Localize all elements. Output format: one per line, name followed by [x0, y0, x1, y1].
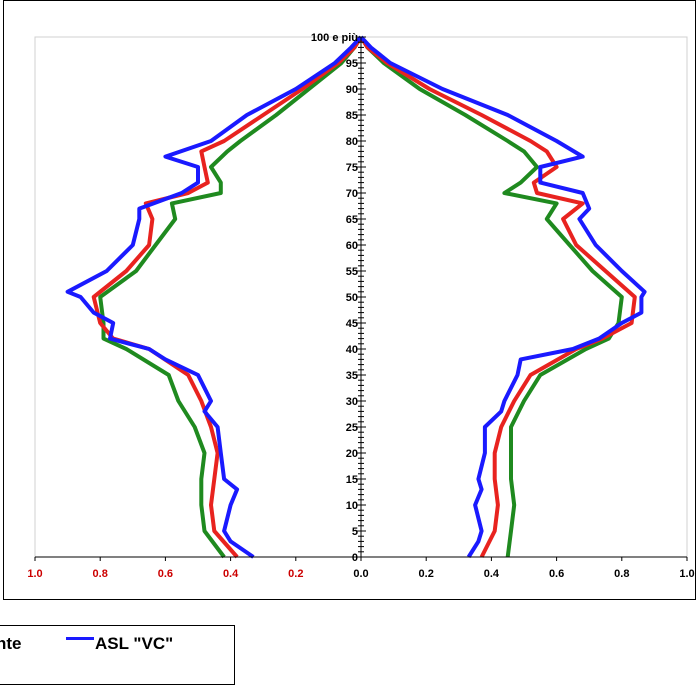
- y-tick-label: 35: [346, 370, 358, 382]
- y-tick-label: 80: [346, 136, 358, 148]
- y-tick-label: 40: [346, 344, 358, 356]
- y-tick-label: 100 e più: [311, 32, 358, 44]
- y-tick-label: 30: [346, 396, 358, 408]
- x-tick-label-left: 0.2: [288, 568, 303, 580]
- x-tick-label-left: 0.8: [93, 568, 108, 580]
- y-tick-label: 15: [346, 474, 358, 486]
- y-tick-label: 95: [346, 58, 358, 70]
- y-tick-label: 55: [346, 266, 358, 278]
- x-tick-label-right: 0.6: [549, 568, 564, 580]
- x-tick-label-right: 0.2: [419, 568, 434, 580]
- chart-frame: 0 5 10 15 20 25 30 35 40 45 50 55 60 65 70 75 80 85 90 95 10…: [3, 0, 696, 600]
- legend-item-label: ASL "VC": [95, 634, 174, 653]
- y-tick-label: 10: [346, 500, 358, 512]
- x-tick-label-left: 1.0: [27, 568, 42, 580]
- y-tick-label: 85: [346, 110, 358, 122]
- population-pyramid-chart: 0 5 10 15 20 25 30 35 40 45 50 55 60 65 70 75 80 85 90 95 10…: [27, 32, 694, 580]
- y-tick-label: 70: [346, 188, 358, 200]
- legend: nte ASL "VC": [0, 625, 235, 685]
- x-tick-label-left: 0.6: [158, 568, 173, 580]
- x-tick-label-right: 0.4: [484, 568, 500, 580]
- axis-layer: 0 5 10 15 20 25 30 35 40 45 50 55 60 65 70 75 80 85 90 95 10…: [27, 32, 694, 580]
- series-line-right-0: [359, 35, 624, 558]
- x-tick-label-left: 0.4: [223, 568, 239, 580]
- x-tick-label-right: 1.0: [679, 568, 694, 580]
- series-line-left-2: [65, 35, 363, 559]
- y-tick-label: 50: [346, 292, 358, 304]
- series-line-left-0: [98, 35, 363, 559]
- series-line-right-1: [359, 35, 637, 558]
- y-tick-label: 75: [346, 162, 358, 174]
- y-tick-label: 60: [346, 240, 358, 252]
- y-tick-label: 20: [346, 448, 358, 460]
- series-layer: [65, 35, 647, 559]
- x-tick-label-right: 0.8: [614, 568, 629, 580]
- y-tick-label: 0: [352, 552, 358, 564]
- y-tick-label: 25: [346, 422, 358, 434]
- legend-swatch-asl-vc: [66, 637, 94, 640]
- y-tick-label: 90: [346, 84, 358, 96]
- series-line-left-1: [91, 35, 363, 559]
- y-tick-label: 65: [346, 214, 358, 226]
- y-tick-label: 45: [346, 318, 358, 330]
- x-tick-label-center: 0.0: [353, 568, 368, 580]
- legend-item-label: nte: [0, 634, 22, 653]
- series-line-right-2: [359, 35, 647, 559]
- y-tick-label: 5: [352, 526, 358, 538]
